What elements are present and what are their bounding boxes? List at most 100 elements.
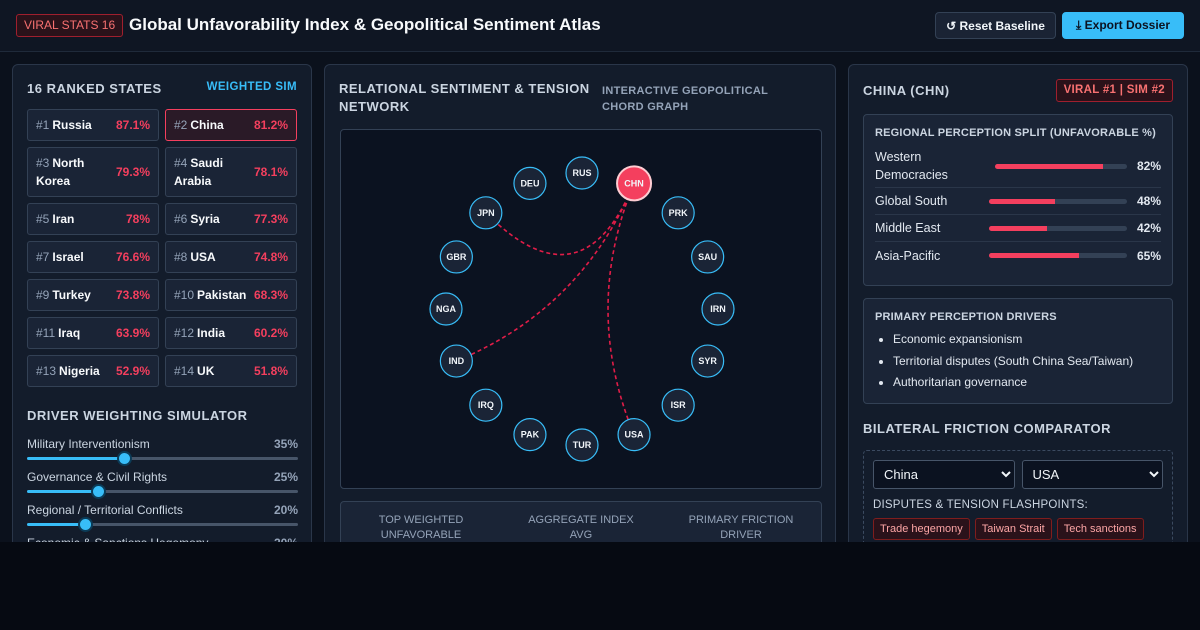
split-value: 42% [1136,221,1161,235]
slider-label-row: Regional / Territorial Conflicts 20% [27,503,298,517]
node-circle[interactable] [691,344,725,378]
slider[interactable] [27,490,298,493]
graph-node[interactable]: IRN [701,292,735,326]
state-label: #10 Pakistan [174,286,246,304]
graph-node[interactable]: GBR [439,240,473,274]
node-circle[interactable] [661,196,695,230]
state-card[interactable]: #1 Russia 87.1% [27,109,159,141]
graph-node[interactable]: TUR [565,428,599,462]
split-title: REGIONAL PERCEPTION SPLIT (UNFAVORABLE %… [875,127,1156,139]
tension-link [456,183,635,362]
node-circle[interactable] [429,292,463,326]
export-button[interactable]: ⤓ Export Dossier [1062,12,1184,39]
state-card[interactable]: #2 China 81.2% [165,109,297,141]
node-circle[interactable] [661,388,695,422]
state-rank: #6 [174,212,188,226]
node-label: ISR [671,400,687,410]
state-rank: #10 [174,288,195,302]
split-bar [989,225,1047,231]
node-circle[interactable] [617,418,651,452]
state-card[interactable]: #11 Iraq 63.9% [27,317,159,349]
state-score: 51.8% [253,364,288,378]
graph-node[interactable]: IND [439,344,473,378]
slider-row: Governance & Civil Rights 25% [27,470,298,503]
split-label: Global South [875,194,948,208]
node-circle[interactable] [616,165,653,202]
graph-node[interactable]: ISR [661,388,695,422]
node-circle[interactable] [701,292,735,326]
ranked-header: 16 RANKED STATES WEIGHTED SIM [27,81,297,96]
ranked-mode[interactable]: WEIGHTED SIM [206,81,297,93]
node-circle[interactable] [565,156,599,190]
split-track [989,225,1127,231]
node-circle[interactable] [469,196,503,230]
state-card[interactable]: #9 Turkey 73.8% [27,279,159,311]
comparator-title: BILATERAL FRICTION COMPARATOR [863,421,1112,436]
graph-node[interactable]: PRK [661,196,695,230]
flashpoint-tag[interactable]: Tech sanctions [1056,518,1144,540]
state-rank: #14 [174,364,195,378]
graph-node[interactable]: DEU [513,166,547,200]
state-card[interactable]: #13 Nigeria 52.9% [27,355,159,387]
graph-node[interactable]: SYR [691,344,725,378]
state-name: Saudi Arabia [174,156,224,188]
node-circle[interactable] [439,240,473,274]
graph-node[interactable]: IRQ [469,388,503,422]
state-card[interactable]: #6 Syria 77.3% [165,203,297,235]
header: VIRAL STATS 16 Global Unfavorability Ind… [0,0,1200,52]
slider-label: Military Interventionism [27,437,150,451]
slider-label: Regional / Territorial Conflicts [27,503,183,517]
node-circle[interactable] [691,240,725,274]
node-circle[interactable] [565,428,599,462]
split-rows: Western Democracies 82% Global South 48% Mid… [875,145,1161,269]
state-name: UK [197,364,215,378]
state-rank: #2 [174,118,188,132]
state-card[interactable]: #12 India 60.2% [165,317,297,349]
state-card[interactable]: #10 Pakistan 68.3% [165,279,297,311]
state-name: Turkey [52,288,91,302]
graph-node[interactable]: CHN [616,165,653,202]
node-circle[interactable] [513,166,547,200]
flashpoint-tag[interactable]: Trade hegemony [873,518,970,540]
slider[interactable] [27,523,298,526]
country-select[interactable]: China [873,460,1015,489]
tension-link [607,183,635,435]
graph-node[interactable]: NGA [429,292,463,326]
state-name: Syria [190,212,220,226]
split-track [989,253,1127,258]
tag-list: Trade hegemony Taiwan Strait Tech sanction… [873,518,1163,540]
state-card[interactable]: #8 USA 74.8% [165,241,297,273]
state-name: Iraq [58,326,81,340]
graph-node[interactable]: RUS [565,156,599,190]
state-score: 77.3% [253,212,288,226]
node-circle[interactable] [469,388,503,422]
state-card[interactable]: #4 Saudi Arabia 78.1% [165,147,297,197]
state-card[interactable]: #7 Israel 76.6% [27,241,159,273]
flashpoint-tag[interactable]: Taiwan Strait [974,518,1052,540]
state-label: #12 India [174,324,225,342]
state-rank: #4 [174,156,188,170]
chord-graph: RUS CHN PRK SAU IRN SYR ISR USA TUR PAK IRQ IND NGA G… [429,156,735,462]
graph-node[interactable]: PAK [513,418,547,452]
graph-node[interactable]: USA [617,418,651,452]
state-rank: #7 [36,250,50,264]
slider[interactable] [27,457,298,460]
state-card[interactable]: #5 Iran 78% [27,203,159,235]
country-select[interactable]: USA [1021,460,1163,489]
reset-button[interactable]: ↺ Reset Baseline [935,12,1056,39]
graph-node[interactable]: JPN [469,196,503,230]
state-card[interactable]: #14 UK 51.8% [165,355,297,387]
driver-item: Economic expansionism [893,329,1161,351]
state-label: #6 Syria [174,210,220,228]
state-name: Israel [52,250,84,264]
state-card[interactable]: #3 North Korea 79.3% [27,147,159,197]
slider-list: Military Interventionism 35% Governance & … [27,437,298,542]
split-value: 65% [1136,248,1161,263]
state-label: #14 UK [174,362,214,380]
graph-node[interactable]: SAU [691,240,725,274]
flashpoints-title: DISPUTES & TENSION FLASHPOINTS: [873,499,1088,511]
split-bar [989,253,1079,258]
network-title: RELATIONAL SENTIMENT & TENSION NETWORK [339,81,590,114]
node-circle[interactable] [439,344,473,378]
node-circle[interactable] [513,418,547,452]
